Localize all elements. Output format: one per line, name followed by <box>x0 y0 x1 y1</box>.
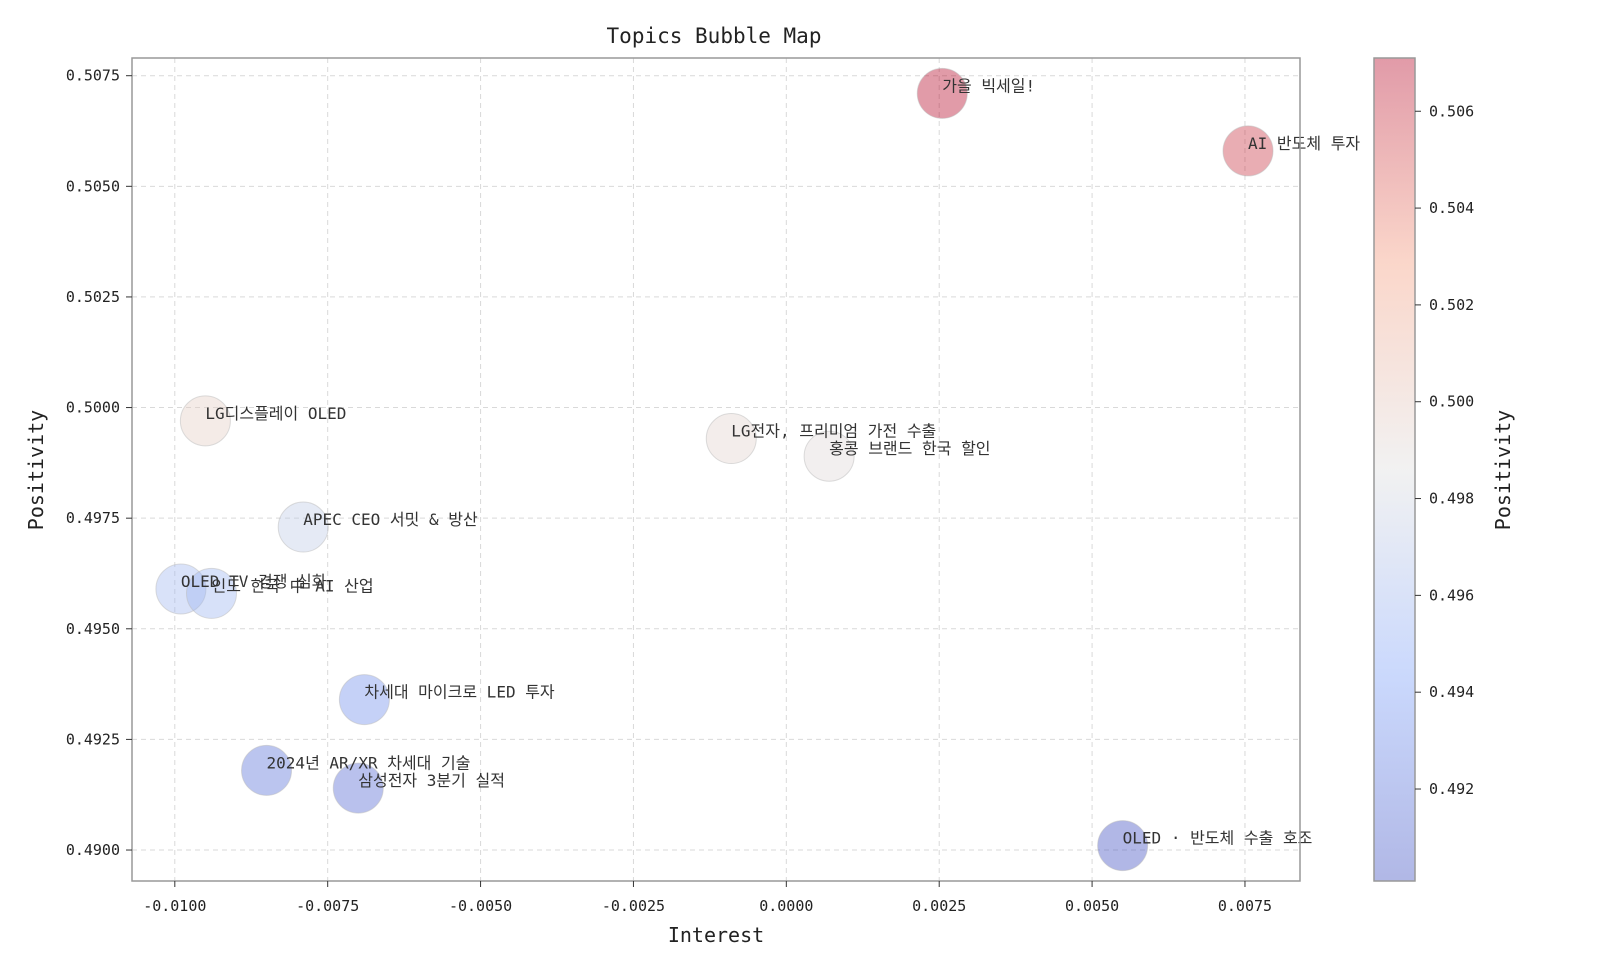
y-tick-label: 0.4900 <box>66 841 120 859</box>
y-tick-label: 0.5000 <box>66 399 120 417</box>
colorbar-ticks: 0.492 0.494 0.496 0.498 0.500 0.502 0.504 0.506 <box>1415 102 1474 798</box>
bubble <box>916 67 968 119</box>
colorbar-gradient <box>1374 58 1415 881</box>
bubble-label: 가을 빅세일! <box>942 76 1035 95</box>
colorbar: 0.492 0.494 0.496 0.498 0.500 0.502 0.504 0.506… <box>1373 57 1515 882</box>
y-tick-label: 0.4975 <box>66 509 120 527</box>
x-tick-label: 0.0075 <box>1218 897 1272 915</box>
bubble-label: 인도 한국 中 AI 산업 <box>211 576 373 595</box>
y-tick-label: 0.5025 <box>66 288 120 306</box>
plot-frame <box>131 57 1301 882</box>
bubble <box>185 567 237 619</box>
bubble-label: AI 반도체 투자 <box>1248 134 1360 153</box>
grid <box>132 58 1300 881</box>
bubble-label: 2024년 AR/XR 차세대 기술 <box>267 753 471 772</box>
bubble-label: 홍콩 브랜드 한국 할인 <box>829 439 990 458</box>
colorbar-tick-label: 0.492 <box>1429 780 1474 798</box>
bubble-label: OLED TV 경쟁 심화 <box>181 572 327 591</box>
bubble <box>338 674 390 726</box>
bubbles <box>155 67 1274 872</box>
x-axis-label: Interest <box>668 923 764 947</box>
y-axis-label: Positivity <box>24 410 48 530</box>
y-axis-ticks: 0.4900 0.4925 0.4950 0.4975 0.5000 0.5025 0.50… <box>66 67 132 859</box>
x-tick-label: -0.0025 <box>602 897 665 915</box>
bubble <box>179 395 231 447</box>
x-tick-label: -0.0050 <box>449 897 512 915</box>
bubble <box>1097 820 1149 872</box>
y-tick-label: 0.4950 <box>66 620 120 638</box>
colorbar-tick-label: 0.498 <box>1429 490 1474 508</box>
bubble-label: LG디스플레이 OLED <box>205 404 346 423</box>
bubble <box>332 762 384 814</box>
colorbar-tick-label: 0.502 <box>1429 296 1474 314</box>
bubble <box>1222 125 1274 177</box>
bubble-label: 삼성전자 3분기 실적 <box>358 771 505 790</box>
bubble-label: OLED · 반도체 수출 호조 <box>1123 829 1313 848</box>
colorbar-tick-label: 0.494 <box>1429 683 1474 701</box>
x-axis-ticks: -0.0100 -0.0075 -0.0050 -0.0025 0.0000 0.0025… <box>143 881 1272 915</box>
bubble <box>277 501 329 553</box>
x-tick-label: 0.0050 <box>1065 897 1119 915</box>
colorbar-tick-label: 0.506 <box>1429 102 1474 120</box>
bubble <box>705 413 757 465</box>
colorbar-tick-label: 0.496 <box>1429 586 1474 604</box>
y-tick-label: 0.5075 <box>66 67 120 85</box>
x-tick-label: -0.0100 <box>143 897 206 915</box>
bubble-label: APEC CEO 서밋 & 방산 <box>303 510 478 529</box>
bubble-label: 차세대 마이크로 LED 투자 <box>364 683 555 702</box>
colorbar-frame <box>1373 57 1416 882</box>
plot-area: 가을 빅세일! AI 반도체 투자 LG디스플레이 OLED LG전자, 프리미엄 가… <box>131 57 1361 882</box>
bubble <box>803 430 855 482</box>
x-tick-label: -0.0075 <box>296 897 359 915</box>
y-tick-label: 0.4925 <box>66 730 120 748</box>
y-tick-label: 0.5050 <box>66 177 120 195</box>
colorbar-tick-label: 0.504 <box>1429 199 1474 217</box>
bubble <box>241 744 293 796</box>
x-tick-label: 0.0025 <box>912 897 966 915</box>
chart-title: Topics Bubble Map <box>607 24 822 48</box>
bubble-labels: 가을 빅세일! AI 반도체 투자 LG디스플레이 OLED LG전자, 프리미엄 가… <box>181 76 1361 847</box>
colorbar-label: Positivity <box>1491 410 1515 530</box>
bubble-label: LG전자, 프리미엄 가전 수출 <box>731 422 936 441</box>
colorbar-tick-label: 0.500 <box>1429 393 1474 411</box>
x-tick-label: 0.0000 <box>759 897 813 915</box>
